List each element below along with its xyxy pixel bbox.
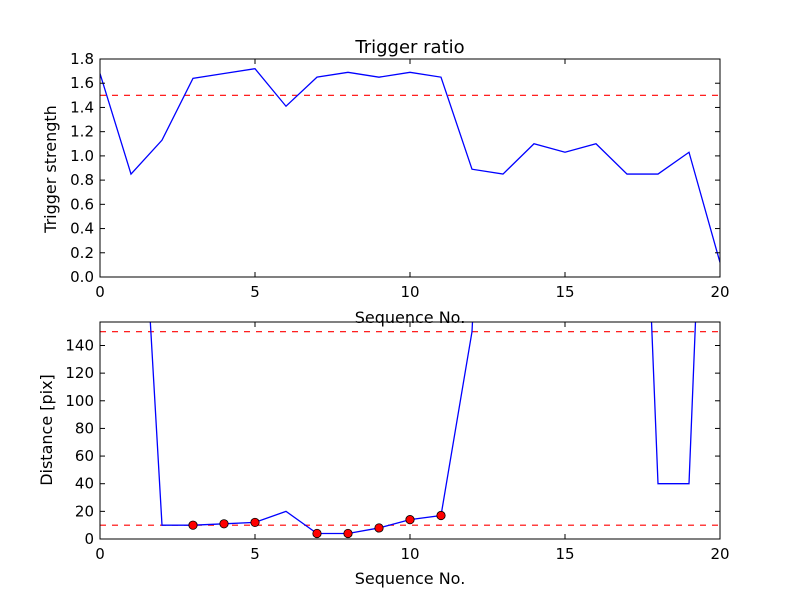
top-y-tick-label: 1.2 (70, 123, 94, 141)
bottom-data-marker (312, 528, 322, 539)
top-x-tick-label: 15 (555, 283, 574, 301)
top-y-tick-label: 0.4 (70, 220, 94, 238)
top-y-tick-label: 0.0 (70, 268, 94, 286)
bottom-y-tick-label: 80 (75, 419, 94, 437)
bottom-y-tick-label: 120 (65, 364, 94, 382)
bottom-x-tick-label: 10 (400, 545, 419, 563)
bottom-data-marker (343, 528, 353, 539)
top-y-tick-label: 1.8 (70, 50, 94, 68)
bottom-data-marker (436, 510, 446, 521)
bottom-data-marker (219, 519, 229, 529)
top-x-tick-label: 10 (400, 283, 419, 301)
bottom-y-tick-label: 40 (75, 475, 94, 493)
bottom-x-tick-label: 15 (555, 545, 574, 563)
bottom-y-tick-label: 100 (65, 392, 94, 410)
bottom-data-marker (374, 523, 384, 533)
top-series-line (100, 67, 720, 263)
top-y-tick-label: 0.2 (70, 244, 94, 262)
top-chart-ylabel: Trigger strength (41, 105, 60, 234)
top-x-tick-label: 20 (710, 283, 729, 301)
top-y-tick-label: 1.0 (70, 147, 94, 165)
bottom-x-tick-label: 5 (250, 545, 260, 563)
bottom-y-tick-label: 0 (84, 530, 94, 548)
bottom-data-marker (250, 517, 260, 528)
bottom-y-tick-label: 20 (75, 502, 94, 520)
bottom-y-tick-label: 60 (75, 447, 94, 465)
bottom-y-tick-label: 140 (65, 336, 94, 354)
bottom-data-marker (405, 515, 415, 525)
trigger-ratio-panel: Trigger ratio Sequence No. Trigger stren… (41, 37, 730, 327)
top-y-tick-label: 0.8 (70, 171, 94, 189)
bottom-x-tick-label: 20 (710, 545, 729, 563)
top-x-tick-label: 5 (250, 283, 260, 301)
distance-panel: Sequence No. Distance [pix] 0 5 10 15 20 0 20 4… (37, 321, 730, 588)
top-y-tick-label: 1.6 (70, 74, 94, 92)
bottom-chart-ylabel: Distance [pix] (37, 374, 56, 486)
top-chart-title: Trigger ratio (354, 37, 464, 58)
bottom-x-tick-label: 0 (95, 545, 105, 563)
bottom-chart-xlabel: Sequence No. (355, 569, 466, 588)
top-y-tick-label: 0.6 (70, 195, 94, 213)
top-x-tick-label: 0 (95, 283, 105, 301)
bottom-data-marker (188, 520, 198, 530)
top-y-tick-label: 1.4 (70, 98, 94, 116)
